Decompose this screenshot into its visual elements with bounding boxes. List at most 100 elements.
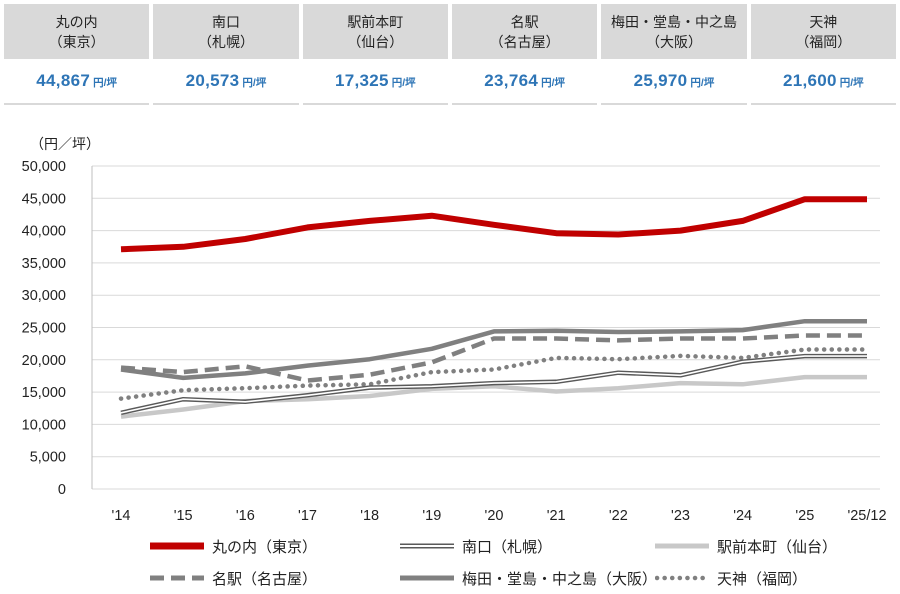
x-axis-ticks: '14 '15 '16 '17 '18 '19 '20 '21 '22 '23 '24 '25 '25/… — [112, 508, 887, 524]
series-line-inner — [120, 355, 867, 414]
y-tick-label: 50,000 — [22, 159, 66, 175]
legend-item: 名駅（名古屋） — [150, 566, 400, 590]
summary-area-city: （福岡） — [795, 33, 852, 50]
summary-area-city: （東京） — [48, 33, 105, 50]
summary-area-name: 南口 — [211, 13, 240, 30]
summary-value: 25,970 — [633, 71, 688, 90]
y-tick-label: 20,000 — [22, 353, 66, 369]
x-tick-label: '17 — [298, 508, 317, 524]
summary-area-name: 駅前本町 — [347, 13, 404, 30]
summary-area-city: （名古屋） — [489, 33, 560, 50]
legend-label: 梅田・堂島・中之島（大阪） — [462, 570, 658, 588]
legend-swatch-solid — [400, 575, 454, 581]
legend-item: 南口（札幌） — [400, 534, 655, 558]
summary-unit: 円/坪 — [541, 77, 566, 89]
legend-label: 丸の内（東京） — [212, 538, 318, 556]
summary-cell: 天神 （福岡） 21,600 円/坪 — [750, 4, 896, 105]
series-lines — [118, 196, 870, 419]
summary-value-box: 17,325 円/坪 — [302, 59, 448, 105]
summary-header: 南口 （札幌） — [153, 4, 299, 59]
legend-swatch-light-solid — [655, 543, 709, 549]
y-tick-label: 5,000 — [30, 450, 66, 466]
gridlines — [91, 165, 880, 490]
summary-unit: 円/坪 — [242, 77, 267, 89]
summary-value-box: 21,600 円/坪 — [750, 59, 896, 105]
series-4 — [120, 333, 867, 383]
legend-swatch-dotted — [655, 575, 709, 581]
series-line — [120, 333, 867, 383]
legend-item: 天神（福岡） — [655, 566, 890, 590]
y-tick-label: 0 — [58, 482, 66, 498]
legend-item: 梅田・堂島・中之島（大阪） — [400, 566, 658, 590]
legend-item: 駅前本町（仙台） — [655, 534, 890, 558]
x-tick-label: '18 — [360, 508, 379, 524]
summary-value: 17,325 — [334, 71, 389, 90]
summary-area-name: 天神 — [809, 13, 838, 30]
chart-legend: 丸の内（東京） 南口（札幌） 駅前本町（仙台） 名駅（名古屋） 梅田・堂島・中之… — [150, 534, 890, 590]
summary-unit: 円/坪 — [690, 77, 715, 89]
x-tick-label: '24 — [733, 508, 752, 524]
series-line — [118, 347, 870, 401]
summary-value-box: 44,867 円/坪 — [4, 59, 150, 105]
y-tick-label: 45,000 — [22, 191, 66, 207]
legend-label: 名駅（名古屋） — [212, 570, 318, 588]
series-6 — [118, 347, 870, 401]
y-tick-label: 40,000 — [22, 224, 66, 240]
summary-value: 21,600 — [782, 71, 837, 90]
summary-unit: 円/坪 — [93, 77, 118, 89]
summary-value-box: 23,764 円/坪 — [451, 59, 598, 105]
legend-label: 天神（福岡） — [717, 570, 808, 588]
legend-swatch-double — [400, 543, 454, 549]
y-axis-ticks: 0 5,000 10,000 15,000 20,000 25,000 30,000 35,0… — [22, 159, 66, 498]
legend-swatch-thick-solid — [150, 542, 204, 550]
summary-area-city: （札幌） — [197, 33, 254, 50]
summary-cell: 名駅 （名古屋） 23,764 円/坪 — [451, 4, 598, 105]
y-tick-label: 30,000 — [22, 288, 66, 304]
summary-cell: 梅田・堂島・中之島 （大阪） 25,970 円/坪 — [601, 4, 747, 105]
y-axis-unit-label: （円／坪） — [30, 136, 100, 152]
series-1 — [120, 196, 867, 253]
summary-area-name: 梅田・堂島・中之島 — [610, 13, 737, 30]
summary-cell: 南口 （札幌） 20,573 円/坪 — [153, 4, 299, 105]
summary-header: 丸の内 （東京） — [4, 4, 150, 59]
series-line — [120, 196, 867, 253]
summary-cell: 丸の内 （東京） 44,867 円/坪 — [4, 4, 150, 105]
x-tick-label: '14 — [112, 508, 131, 524]
summary-area-name: 丸の内 — [55, 13, 98, 30]
x-tick-label: '21 — [547, 508, 566, 524]
summary-header: 名駅 （名古屋） — [451, 4, 598, 59]
legend-swatch-dashed — [150, 575, 204, 581]
y-tick-label: 35,000 — [22, 256, 66, 272]
x-tick-label: '16 — [236, 508, 255, 524]
series-line — [120, 318, 867, 381]
summary-area-city: （大阪） — [645, 33, 702, 50]
x-tick-label: '25/12 — [847, 508, 886, 524]
rent-summary-table: 丸の内 （東京） 44,867 円/坪 南口 （札幌） 20,573 円/坪 駅… — [4, 4, 896, 105]
y-tick-label: 15,000 — [22, 385, 66, 401]
x-tick-label: '15 — [174, 508, 193, 524]
summary-value: 20,573 — [185, 71, 240, 90]
legend-item: 丸の内（東京） — [150, 534, 400, 558]
x-tick-label: '22 — [609, 508, 628, 524]
summary-cell: 駅前本町 （仙台） 17,325 円/坪 — [302, 4, 448, 105]
y-tick-label: 25,000 — [22, 321, 66, 337]
summary-value: 44,867 — [36, 71, 91, 90]
x-tick-label: '25 — [795, 508, 814, 524]
summary-unit: 円/坪 — [391, 77, 416, 89]
legend-label: 南口（札幌） — [462, 538, 553, 556]
x-tick-label: '19 — [422, 508, 441, 524]
summary-value-box: 25,970 円/坪 — [601, 59, 747, 105]
summary-header: 梅田・堂島・中之島 （大阪） — [601, 4, 747, 59]
summary-value-box: 20,573 円/坪 — [153, 59, 299, 105]
summary-header: 駅前本町 （仙台） — [302, 4, 448, 59]
legend-label: 駅前本町（仙台） — [717, 538, 838, 556]
rent-line-chart: 0 5,000 10,000 15,000 20,000 25,000 30,000 35,0… — [22, 159, 887, 524]
summary-unit: 円/坪 — [839, 77, 864, 89]
y-tick-label: 10,000 — [22, 417, 66, 433]
series-2 — [120, 353, 867, 415]
summary-value: 23,764 — [484, 71, 539, 90]
series-5 — [120, 318, 867, 381]
summary-area-name: 名駅 — [510, 13, 539, 30]
summary-header: 天神 （福岡） — [750, 4, 896, 59]
summary-area-city: （仙台） — [347, 33, 404, 50]
